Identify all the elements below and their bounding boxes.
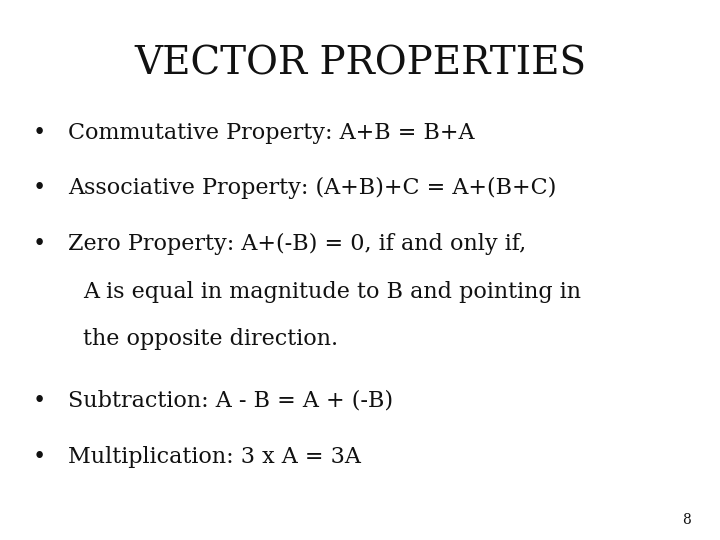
Text: •: • — [33, 177, 46, 199]
Text: Associative Property: (A+B)+C = A+(B+C): Associative Property: (A+B)+C = A+(B+C) — [68, 177, 557, 199]
Text: Multiplication: 3 x A = 3A: Multiplication: 3 x A = 3A — [68, 446, 361, 468]
Text: •: • — [33, 446, 46, 468]
Text: VECTOR PROPERTIES: VECTOR PROPERTIES — [134, 46, 586, 83]
Text: •: • — [33, 390, 46, 412]
Text: •: • — [33, 122, 46, 144]
Text: Subtraction: A - B = A + (-B): Subtraction: A - B = A + (-B) — [68, 390, 394, 412]
Text: the opposite direction.: the opposite direction. — [83, 328, 338, 350]
Text: Commutative Property: A+B = B+A: Commutative Property: A+B = B+A — [68, 122, 475, 144]
Text: •: • — [33, 233, 46, 255]
Text: 8: 8 — [683, 512, 691, 526]
Text: Zero Property: A+(-B) = 0, if and only if,: Zero Property: A+(-B) = 0, if and only i… — [68, 233, 526, 255]
Text: A is equal in magnitude to B and pointing in: A is equal in magnitude to B and pointin… — [83, 281, 581, 303]
